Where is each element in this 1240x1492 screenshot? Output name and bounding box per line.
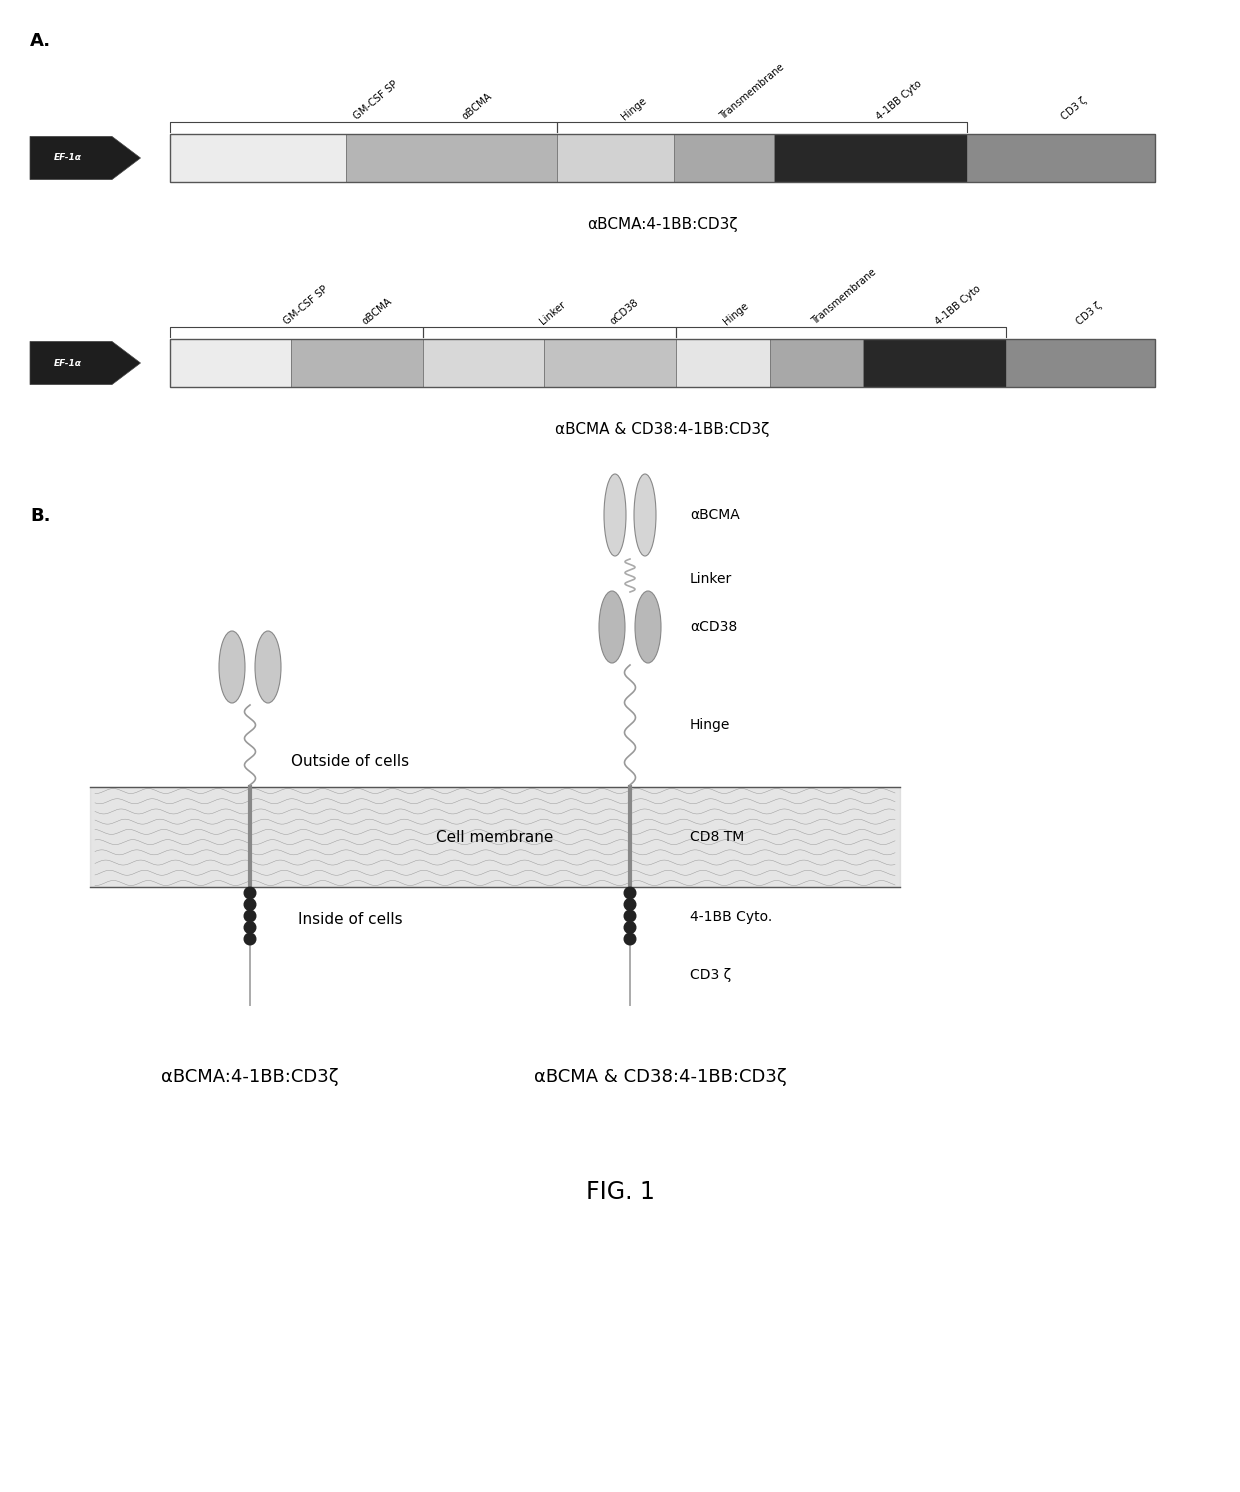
Text: B.: B.	[30, 507, 51, 525]
Ellipse shape	[634, 474, 656, 557]
Text: 4-1BB Cyto.: 4-1BB Cyto.	[689, 910, 773, 924]
Text: Linker: Linker	[689, 571, 733, 586]
Bar	[770, 339, 863, 386]
Circle shape	[244, 910, 255, 922]
Text: Hinge: Hinge	[689, 718, 730, 733]
Bar	[544, 339, 676, 386]
Bar	[423, 339, 544, 386]
Text: αBCMA & CD38:4-1BB:CD3ζ: αBCMA & CD38:4-1BB:CD3ζ	[533, 1068, 786, 1086]
Text: Hinge: Hinge	[619, 95, 649, 122]
Text: 4-1BB Cyto: 4-1BB Cyto	[934, 283, 982, 327]
Bar	[863, 339, 1007, 386]
Text: αCD38: αCD38	[689, 621, 738, 634]
Text: A.: A.	[30, 31, 51, 51]
Text: CD3 ζ: CD3 ζ	[1074, 300, 1104, 327]
Text: Inside of cells: Inside of cells	[298, 912, 402, 927]
Text: CD3 ζ: CD3 ζ	[1060, 95, 1089, 122]
Text: Transmembrane: Transmembrane	[718, 63, 786, 122]
Text: Linker: Linker	[538, 300, 568, 327]
Circle shape	[624, 932, 636, 944]
Bar	[291, 339, 423, 386]
Circle shape	[244, 922, 255, 934]
Circle shape	[624, 888, 636, 898]
Text: αBCMA: αBCMA	[689, 507, 740, 522]
Bar	[170, 339, 1154, 386]
Text: CD8 TM: CD8 TM	[689, 830, 744, 844]
Text: GM-CSF SP: GM-CSF SP	[283, 285, 330, 327]
FancyArrow shape	[30, 136, 140, 179]
Text: EF-1α: EF-1α	[53, 358, 82, 367]
Ellipse shape	[255, 631, 281, 703]
Bar	[557, 134, 675, 182]
Text: Transmembrane: Transmembrane	[810, 267, 878, 327]
Text: αBCMA:4-1BB:CD3ζ: αBCMA:4-1BB:CD3ζ	[161, 1068, 339, 1086]
FancyArrow shape	[30, 342, 140, 385]
Ellipse shape	[219, 631, 246, 703]
Ellipse shape	[604, 474, 626, 557]
Circle shape	[624, 910, 636, 922]
Bar	[774, 134, 967, 182]
Text: Outside of cells: Outside of cells	[291, 755, 409, 770]
Ellipse shape	[635, 591, 661, 662]
Bar	[675, 134, 774, 182]
Bar	[676, 339, 770, 386]
Text: αBCMA:4-1BB:CD3ζ: αBCMA:4-1BB:CD3ζ	[588, 216, 738, 231]
Circle shape	[244, 932, 255, 944]
Text: FIG. 1: FIG. 1	[585, 1180, 655, 1204]
Ellipse shape	[599, 591, 625, 662]
Bar	[967, 134, 1154, 182]
Circle shape	[624, 898, 636, 910]
Text: CD3 ζ: CD3 ζ	[689, 968, 732, 982]
Bar	[170, 134, 1154, 182]
Text: αBCMA: αBCMA	[460, 91, 494, 122]
Bar	[346, 134, 557, 182]
Circle shape	[624, 922, 636, 934]
Text: αBCMA & CD38:4-1BB:CD3ζ: αBCMA & CD38:4-1BB:CD3ζ	[556, 422, 770, 437]
Text: αBCMA: αBCMA	[361, 297, 394, 327]
Text: Cell membrane: Cell membrane	[436, 830, 554, 844]
Text: αCD38: αCD38	[609, 298, 641, 327]
Text: GM-CSF SP: GM-CSF SP	[352, 79, 401, 122]
Bar	[170, 339, 291, 386]
Bar	[170, 134, 346, 182]
Circle shape	[244, 898, 255, 910]
Text: Hinge: Hinge	[722, 300, 750, 327]
Text: EF-1α: EF-1α	[53, 154, 82, 163]
Circle shape	[244, 888, 255, 898]
Bar	[1007, 339, 1154, 386]
Text: 4-1BB Cyto: 4-1BB Cyto	[874, 79, 924, 122]
